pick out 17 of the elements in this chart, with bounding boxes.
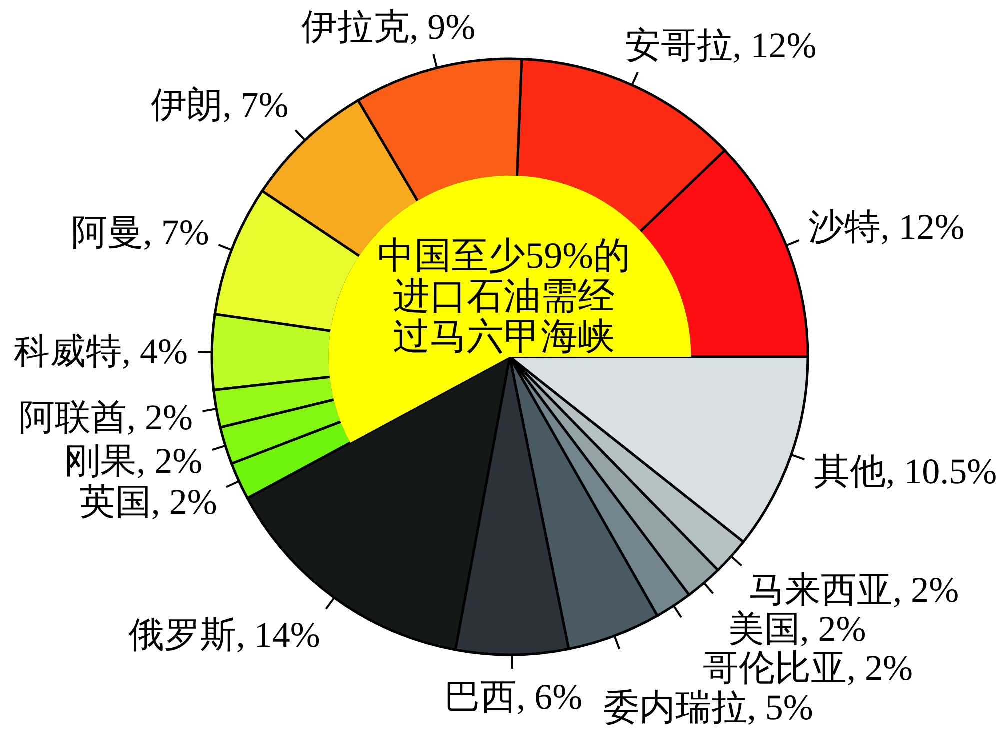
slice-label: 安哥拉, 12% [624, 25, 817, 66]
slice-label: 俄罗斯, 14% [128, 615, 320, 656]
slice-label: 阿联酋, 2% [18, 398, 193, 438]
slice-label: 美国, 2% [728, 609, 866, 650]
slice-label: 伊朗, 7% [150, 85, 289, 126]
slice-label: 其他, 10.5% [814, 451, 998, 492]
slice-label: 委内瑞拉, 5% [603, 687, 814, 728]
slice-label: 阿曼, 7% [71, 212, 210, 252]
slice-label: 科威特, 4% [14, 331, 188, 372]
slice-label: 哥伦比亚, 2% [702, 648, 913, 688]
slice-label: 沙特, 12% [808, 207, 965, 248]
slice-label: 伊拉克, 9% [302, 6, 476, 47]
slice-label: 巴西, 6% [444, 676, 583, 717]
text: 中国至少59%的进口石油需经过马六甲海峡 [378, 236, 630, 358]
slice-label: 马来西亚, 2% [749, 570, 960, 610]
slice-label: 英国, 2% [79, 482, 218, 522]
slice-label: 刚果, 2% [64, 440, 203, 481]
